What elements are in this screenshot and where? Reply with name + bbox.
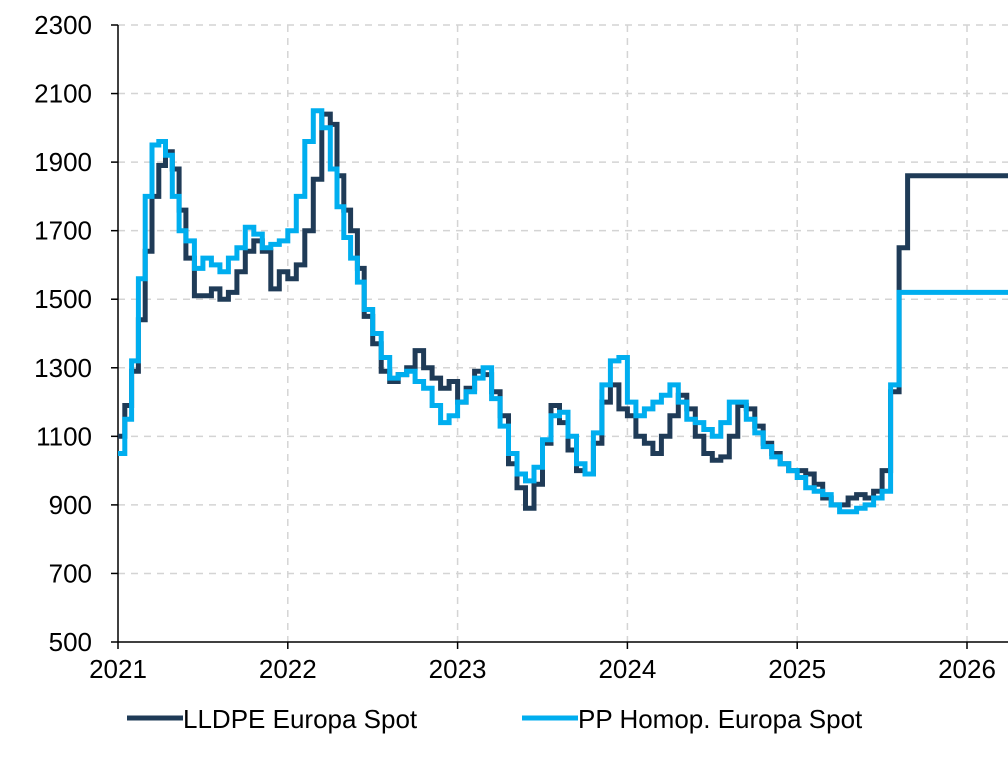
- y-tick-label: 1500: [34, 284, 92, 314]
- y-tick-label: 1700: [34, 216, 92, 246]
- x-tick-label: 2025: [768, 654, 826, 684]
- series-line-lldpe: [118, 111, 1008, 511]
- x-tick-label: 2023: [429, 654, 487, 684]
- grid-lines: [118, 24, 1008, 642]
- y-tick-label: 1100: [36, 421, 92, 451]
- y-tick-label: 700: [49, 558, 92, 588]
- y-axis-ticks: 500 700 900 1100 1300 1500 1700 1900 2100 2300: [34, 10, 118, 657]
- legend: LLDPE Europa Spot PP Homop. Europa Spot: [127, 704, 863, 734]
- legend-label: PP Homop. Europa Spot: [578, 704, 863, 734]
- y-tick-label: 900: [49, 490, 92, 520]
- y-tick-label: 2100: [34, 79, 92, 109]
- plot-area: [118, 108, 1008, 515]
- axes: [117, 25, 1008, 643]
- x-tick-label: 2024: [598, 654, 656, 684]
- legend-label: LLDPE Europa Spot: [183, 704, 418, 734]
- x-tick-label: 2022: [259, 654, 317, 684]
- x-axis-ticks: 2021 2022 2023 2024 2025 2026: [89, 642, 996, 684]
- y-tick-label: 1300: [34, 353, 92, 383]
- series-line-pp-homop: [118, 108, 1008, 515]
- y-tick-label: 1900: [34, 147, 92, 177]
- x-tick-label: 2021: [89, 654, 147, 684]
- y-tick-label: 2300: [34, 10, 92, 40]
- x-tick-label: 2026: [938, 654, 996, 684]
- y-tick-label: 500: [49, 627, 92, 657]
